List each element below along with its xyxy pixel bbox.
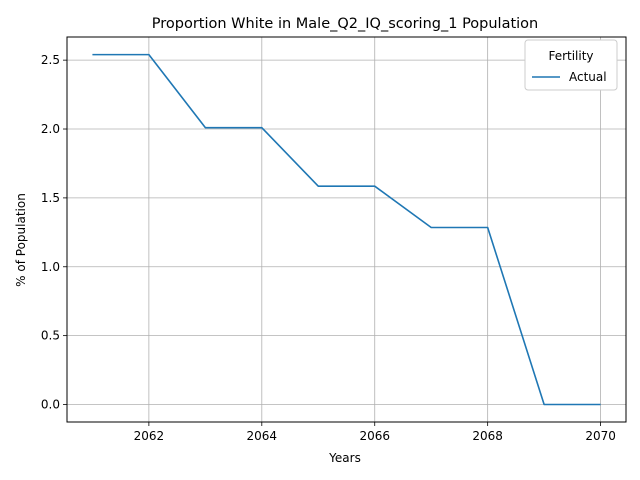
series-layer (92, 53, 601, 406)
plot-frame (66, 36, 627, 423)
legend-entry-actual: Actual (569, 70, 607, 84)
y-axis-ticks: 0.0 0.5 1.0 1.5 2.0 2.5 (41, 53, 67, 412)
x-tick-label: 2062 (134, 429, 165, 443)
legend-title: Fertility (548, 49, 593, 63)
y-tick-label: 0.5 (41, 329, 60, 343)
x-tick-label: 2070 (585, 429, 616, 443)
y-axis-label: % of Population (14, 193, 28, 287)
series-line-actual (92, 53, 601, 406)
x-tick-label: 2068 (472, 429, 503, 443)
y-tick-label: 2.5 (41, 53, 60, 67)
chart-title: Proportion White in Male_Q2_IQ_scoring_1… (152, 16, 539, 32)
y-tick-label: 0.0 (41, 398, 60, 412)
x-tick-label: 2064 (247, 429, 278, 443)
y-tick-label: 1.0 (41, 260, 60, 274)
y-tick-label: 1.5 (41, 191, 60, 205)
x-tick-label: 2066 (359, 429, 390, 443)
grid-lines (67, 37, 626, 422)
x-axis-ticks: 2062 2064 2066 2068 2070 (134, 422, 616, 443)
legend: Fertility Actual (524, 39, 618, 91)
y-tick-label: 2.0 (41, 122, 60, 136)
x-axis-label: Years (328, 451, 361, 465)
